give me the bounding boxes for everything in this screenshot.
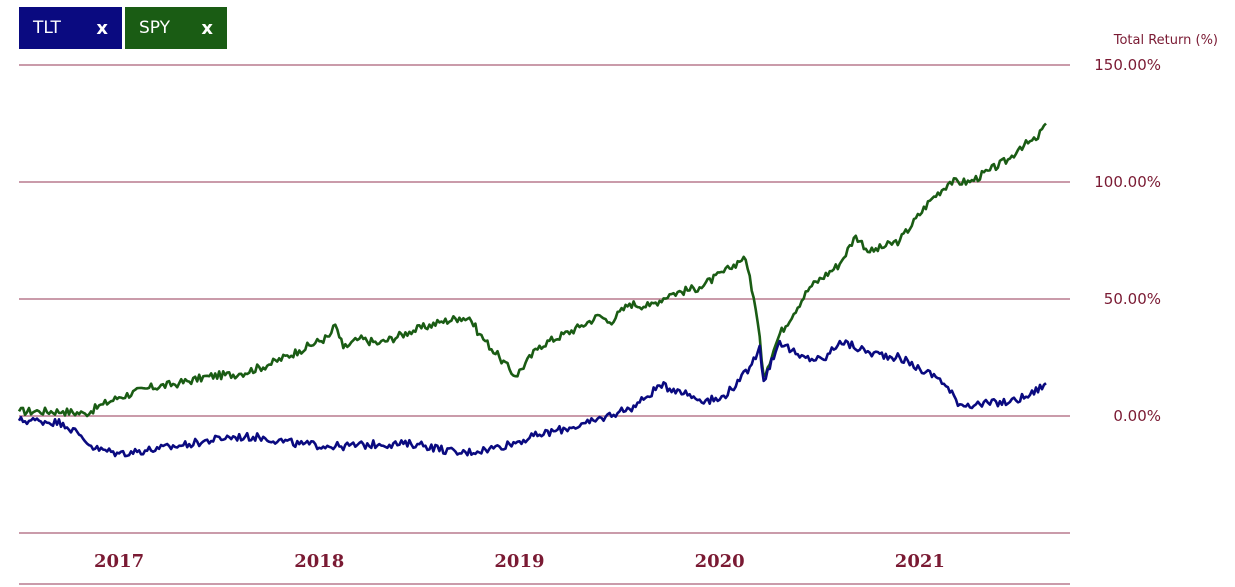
remove-spy-close-icon[interactable]: x: [201, 17, 213, 39]
legend-chip-spy[interactable]: SPY x: [125, 7, 227, 49]
remove-tlt-close-icon[interactable]: x: [96, 17, 108, 39]
y-tick-label: 0.00%: [1113, 407, 1161, 425]
x-tick-label: 2019: [494, 551, 544, 572]
x-tick-label: 2021: [895, 551, 945, 572]
y-axis-title: Total Return (%): [1113, 33, 1218, 48]
y-tick-label: 50.00%: [1104, 290, 1161, 308]
legend-chip-tlt[interactable]: TLT x: [19, 7, 122, 49]
y-tick-label: 150.00%: [1094, 56, 1161, 74]
legend-chip-tlt-label: TLT: [33, 18, 61, 38]
x-tick-label: 2017: [94, 551, 144, 572]
x-tick-label: 2020: [695, 551, 745, 572]
x-tick-label: 2018: [294, 551, 344, 572]
legend-chip-spy-label: SPY: [139, 18, 171, 38]
series-line-spy: [17, 122, 1047, 418]
series-line-tlt: [17, 339, 1047, 458]
y-tick-label: 100.00%: [1094, 173, 1161, 191]
